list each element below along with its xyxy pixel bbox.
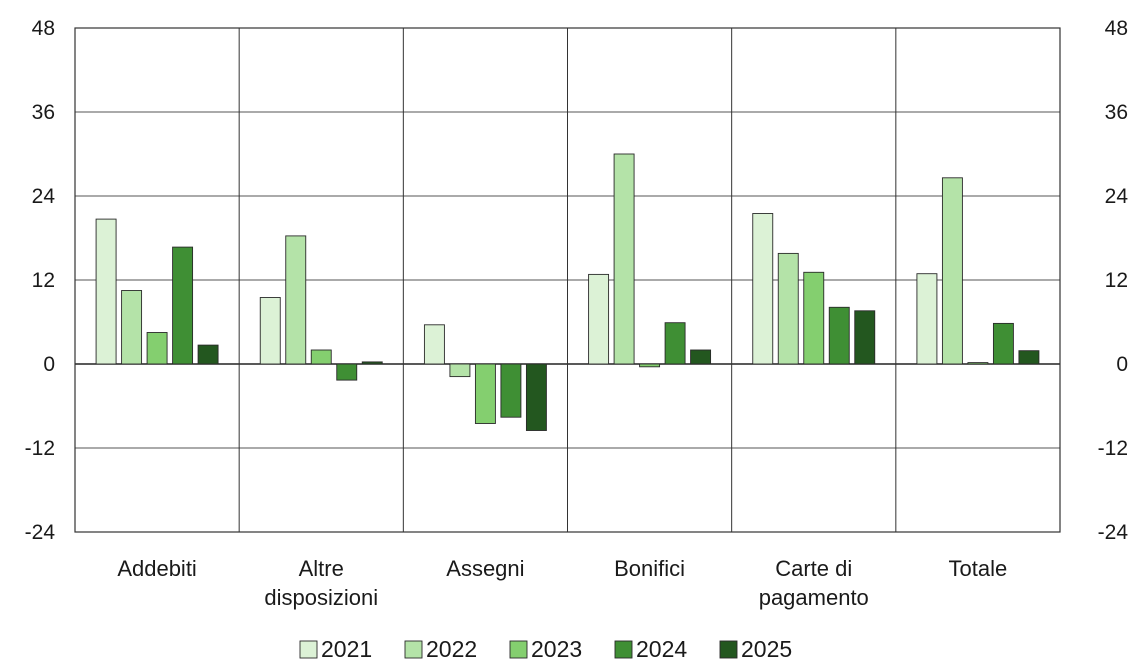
axes — [74, 27, 1061, 533]
bar-2025 — [690, 349, 712, 365]
legend-swatch-2021 — [299, 640, 318, 659]
y-tick-label-right: 0 — [1116, 353, 1128, 376]
bar-2021 — [588, 273, 610, 365]
bar-2024 — [828, 306, 850, 365]
legend-label-2023: 2023 — [531, 636, 582, 662]
bar-2021 — [423, 324, 445, 365]
bar-2021 — [752, 213, 774, 365]
bar-2022 — [285, 235, 307, 365]
y-tick-label-right: -24 — [1098, 521, 1129, 544]
y-tick-label-left: -12 — [25, 437, 55, 460]
y-tick-label-left: 12 — [32, 269, 55, 292]
bar-2023 — [639, 363, 661, 368]
category-label: Addebiti — [117, 556, 197, 581]
category-label: Bonifici — [614, 556, 685, 581]
y-tick-label-right: 36 — [1105, 101, 1128, 124]
bar-2022 — [121, 290, 143, 365]
category-label: pagamento — [759, 585, 869, 610]
bar-2023 — [310, 349, 332, 365]
bar-2022 — [941, 177, 963, 365]
bar-2021 — [916, 273, 938, 365]
bar-2024 — [500, 363, 522, 418]
bar-2025 — [854, 310, 876, 365]
category-labels: Addebiti Altre disposizioni Assegni Bonifici… — [117, 556, 1007, 610]
category-label: disposizioni — [264, 585, 378, 610]
legend: 2021 2022 2023 2024 2025 — [299, 636, 792, 662]
category-label: Altre — [299, 556, 344, 581]
category-label: Totale — [949, 556, 1008, 581]
right-axis-tick-labels: -24 -12 0 12 24 36 48 — [1098, 17, 1129, 544]
bar-2024 — [664, 322, 686, 365]
y-tick-label-left: 48 — [32, 17, 55, 40]
bar-2021 — [259, 297, 281, 365]
legend-label-2022: 2022 — [426, 636, 477, 662]
bar-2025 — [525, 363, 547, 431]
bar-2025 — [197, 344, 219, 365]
bar-2023 — [803, 271, 825, 365]
bar-2023 — [146, 332, 168, 365]
bar-2021 — [95, 218, 117, 365]
y-tick-label-right: 48 — [1105, 17, 1128, 40]
bars — [95, 153, 1040, 431]
bar-2024 — [336, 363, 358, 381]
bar-2023 — [967, 362, 989, 365]
bar-2023 — [474, 363, 496, 424]
category-label: Carte di — [775, 556, 852, 581]
y-tick-label-left: 24 — [32, 185, 56, 208]
legend-label-2025: 2025 — [741, 636, 792, 662]
bar-2022 — [777, 252, 799, 365]
y-tick-label-left: 36 — [32, 101, 55, 124]
legend-label-2024: 2024 — [636, 636, 687, 662]
bar-2024 — [172, 246, 194, 365]
y-tick-label-right: 12 — [1105, 269, 1128, 292]
y-tick-label-left: 0 — [43, 353, 55, 376]
category-label: Assegni — [446, 556, 524, 581]
bar-2022 — [449, 363, 471, 378]
y-tick-label-left: -24 — [25, 521, 56, 544]
bar-2025 — [1018, 350, 1040, 365]
legend-swatch-2023 — [509, 640, 528, 659]
legend-swatch-2024 — [614, 640, 633, 659]
legend-swatch-2022 — [404, 640, 423, 659]
y-tick-label-right: 24 — [1105, 185, 1129, 208]
y-tick-label-right: -12 — [1098, 437, 1128, 460]
legend-label-2021: 2021 — [321, 636, 372, 662]
bar-2025 — [361, 361, 383, 365]
bar-2024 — [992, 322, 1014, 365]
legend-swatch-2025 — [719, 640, 738, 659]
bar-2022 — [613, 153, 635, 365]
left-axis-tick-labels: -24 -12 0 12 24 36 48 — [25, 17, 56, 544]
